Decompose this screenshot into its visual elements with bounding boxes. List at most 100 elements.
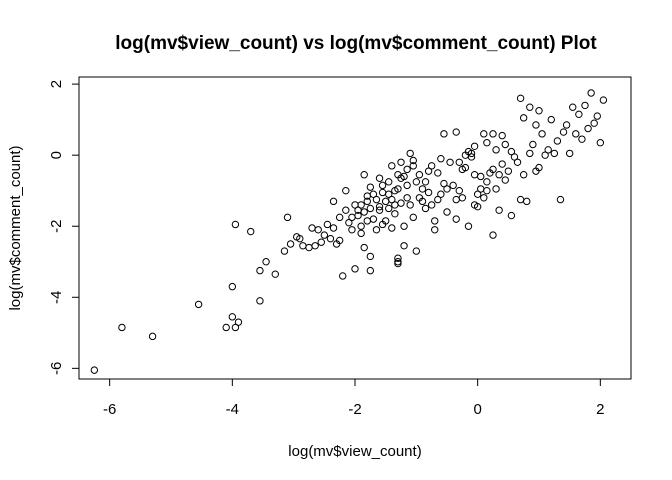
x-tick-label: -4 bbox=[226, 401, 239, 418]
data-point bbox=[375, 206, 384, 214]
data-point bbox=[394, 254, 402, 262]
data-point bbox=[480, 194, 488, 202]
data-point bbox=[495, 206, 503, 214]
data-point bbox=[369, 190, 378, 198]
data-point bbox=[489, 165, 497, 174]
data-point bbox=[507, 147, 516, 156]
data-point bbox=[504, 167, 513, 175]
data-point bbox=[409, 213, 417, 222]
data-point bbox=[354, 206, 362, 214]
data-point bbox=[572, 130, 580, 138]
data-point bbox=[388, 224, 396, 232]
data-point bbox=[320, 231, 329, 239]
data-point bbox=[308, 224, 316, 232]
data-point bbox=[194, 300, 203, 309]
data-point bbox=[562, 121, 571, 129]
data-point bbox=[431, 226, 439, 234]
data-point bbox=[90, 366, 99, 374]
data-point bbox=[477, 172, 485, 181]
data-point bbox=[501, 140, 509, 149]
data-point bbox=[363, 197, 371, 206]
data-point bbox=[480, 130, 488, 138]
data-point bbox=[507, 211, 516, 220]
data-point bbox=[345, 218, 353, 227]
data-point bbox=[360, 171, 368, 179]
data-point bbox=[357, 229, 365, 238]
data-point bbox=[569, 103, 577, 111]
data-point bbox=[584, 124, 592, 133]
data-point bbox=[593, 112, 601, 120]
data-point bbox=[498, 160, 506, 168]
data-point bbox=[348, 213, 356, 222]
data-point bbox=[381, 197, 390, 206]
data-point bbox=[372, 226, 381, 234]
data-point bbox=[535, 107, 543, 115]
y-tick-label: -6 bbox=[48, 362, 65, 375]
y-tick-label: 2 bbox=[48, 80, 65, 88]
data-point bbox=[418, 185, 427, 193]
data-point bbox=[369, 215, 378, 223]
data-point bbox=[326, 234, 335, 243]
data-point bbox=[415, 171, 424, 179]
data-point bbox=[403, 181, 411, 190]
data-point bbox=[510, 153, 519, 161]
data-point bbox=[305, 243, 313, 252]
data-point bbox=[357, 222, 365, 230]
data-point bbox=[409, 162, 417, 170]
data-point bbox=[406, 201, 414, 209]
data-point bbox=[532, 121, 540, 129]
data-point bbox=[329, 224, 338, 232]
x-tick-label: 0 bbox=[473, 401, 481, 418]
data-point bbox=[329, 197, 338, 206]
data-point bbox=[317, 238, 325, 246]
data-point bbox=[293, 233, 301, 241]
data-point bbox=[148, 332, 157, 341]
data-point bbox=[516, 94, 525, 103]
data-point bbox=[400, 242, 408, 250]
data-point bbox=[458, 194, 467, 202]
data-point bbox=[378, 188, 387, 197]
data-point bbox=[455, 158, 463, 166]
data-point bbox=[519, 171, 528, 179]
data-point bbox=[596, 139, 605, 147]
data-point bbox=[335, 236, 344, 245]
data-point bbox=[470, 142, 479, 150]
data-point bbox=[581, 101, 589, 110]
data-point bbox=[342, 186, 350, 195]
data-point bbox=[587, 89, 595, 97]
data-point bbox=[375, 174, 384, 182]
data-point bbox=[424, 167, 433, 175]
data-point bbox=[385, 178, 393, 186]
data-point bbox=[351, 265, 359, 273]
data-point bbox=[434, 169, 442, 177]
data-point bbox=[446, 158, 454, 166]
data-point bbox=[228, 282, 237, 291]
data-point bbox=[360, 243, 368, 252]
data-point bbox=[590, 119, 598, 127]
data-point bbox=[385, 204, 393, 213]
data-point bbox=[544, 146, 552, 154]
x-axis: -6 -4 -2 0 2 bbox=[103, 378, 605, 418]
data-point bbox=[556, 195, 565, 204]
data-point bbox=[550, 149, 559, 158]
data-point bbox=[483, 186, 491, 195]
data-point bbox=[464, 222, 473, 230]
data-point bbox=[516, 195, 525, 204]
data-point bbox=[231, 220, 240, 229]
data-point bbox=[394, 171, 402, 179]
data-point bbox=[513, 158, 522, 166]
data-point bbox=[360, 208, 368, 216]
x-tick-label: 2 bbox=[596, 401, 604, 418]
data-point bbox=[366, 252, 375, 261]
data-point bbox=[473, 190, 482, 198]
data-point bbox=[418, 197, 427, 206]
data-point bbox=[363, 217, 371, 225]
data-point bbox=[409, 156, 417, 165]
data-point bbox=[559, 128, 568, 136]
data-point bbox=[449, 181, 457, 190]
data-point bbox=[461, 151, 470, 159]
data-point bbox=[397, 199, 405, 207]
data-point bbox=[231, 323, 240, 332]
data-point bbox=[501, 176, 509, 184]
data-point bbox=[473, 202, 482, 211]
